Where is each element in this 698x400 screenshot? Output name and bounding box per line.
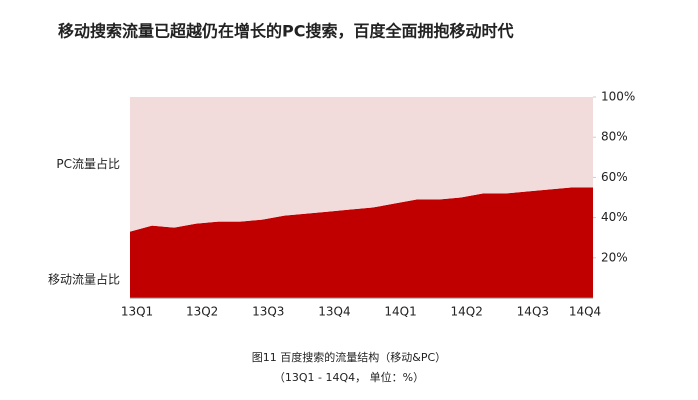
x-tick-label: 13Q1: [121, 305, 153, 319]
x-tick-label: 14Q2: [451, 305, 483, 319]
legend-label: PC流量占比: [56, 156, 120, 171]
y-tick-label: 80%: [601, 130, 628, 144]
caption: 图11 百度搜索的流量结构（移动&PC）: [252, 350, 446, 364]
x-tick-label: 14Q4: [569, 305, 601, 319]
caption-note: （13Q1 - 14Q4， 单位：%）: [274, 370, 424, 384]
area: [130, 97, 593, 232]
y-tick-label: 60%: [601, 170, 628, 184]
y-tick-label: 40%: [601, 210, 628, 224]
x-tick-label: 14Q1: [384, 305, 416, 319]
chart-title: 移动搜索流量已超越仍在增长的PC搜索，百度全面拥抱移动时代: [58, 22, 513, 41]
y-tick-label: 20%: [601, 250, 628, 264]
y-tick-label: 100%: [601, 90, 635, 104]
x-tick-label: 13Q4: [318, 305, 350, 319]
x-tick-label: 13Q3: [252, 305, 284, 319]
area: [130, 187, 593, 298]
x-tick-label: 13Q2: [186, 305, 218, 319]
legend-label: 移动流量占比: [48, 271, 120, 286]
x-tick-label: 14Q3: [517, 305, 549, 319]
